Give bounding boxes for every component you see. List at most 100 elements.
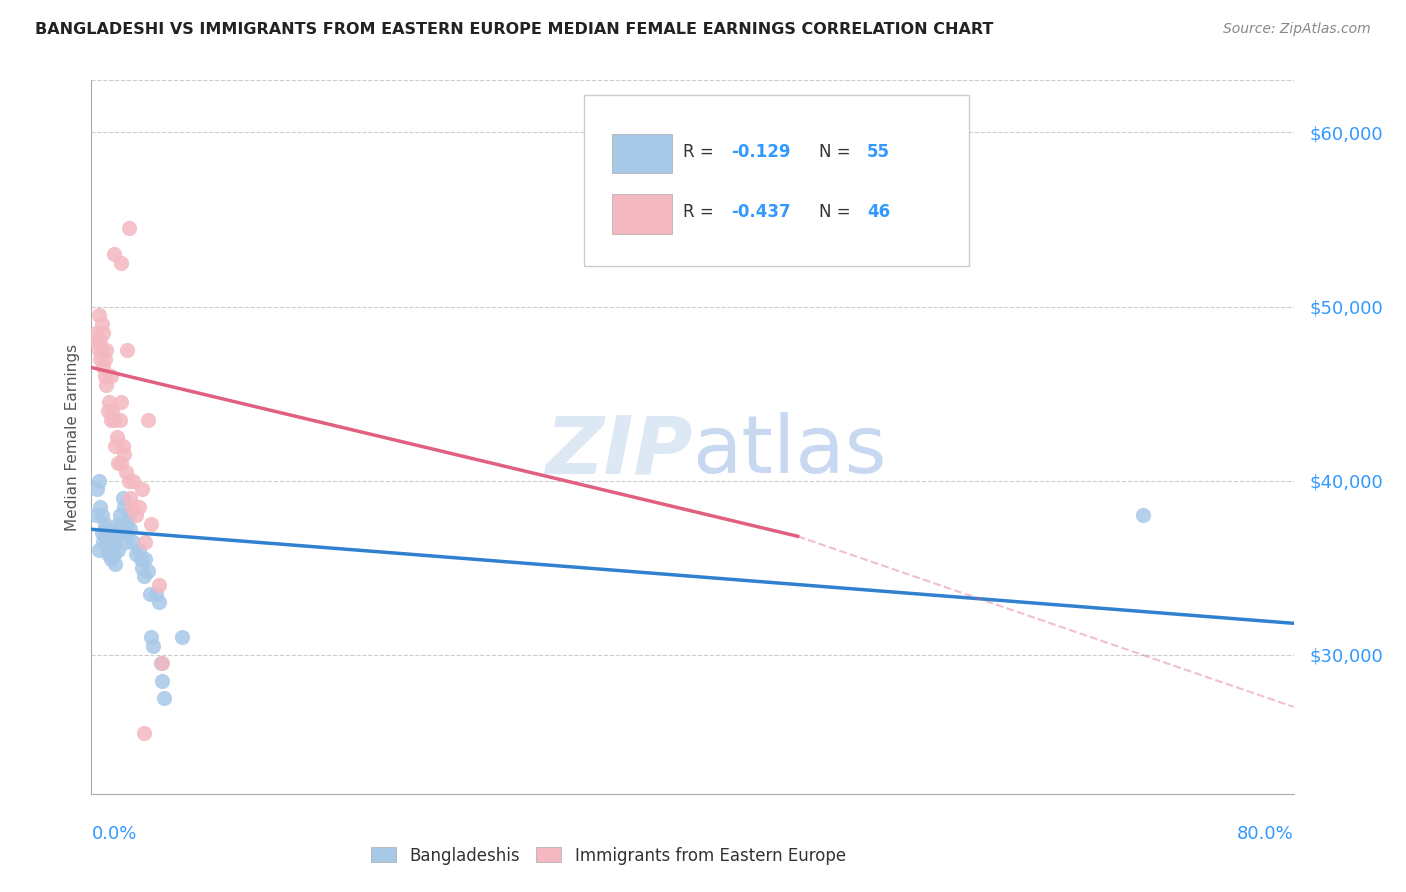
Point [150,657,173,671]
Point [142,639,165,653]
Point [120,491,142,505]
Point [134,534,156,549]
Point [100,369,122,384]
Point [104,534,127,549]
Point [90,343,112,357]
Point [110,395,132,409]
Point [97,547,120,561]
Point [131,560,153,574]
Point [89,351,111,366]
Point [132,569,155,583]
Point [117,343,139,357]
Point [141,630,163,644]
Point [89,334,111,349]
Point [101,543,124,558]
Point [134,552,156,566]
Point [94,517,117,532]
Point [103,547,125,561]
Point [104,439,127,453]
Point [97,543,120,558]
Point [87,474,110,488]
Point [141,517,163,532]
Point [96,343,118,357]
Point [100,412,122,426]
Text: 55: 55 [866,143,890,161]
Point [145,587,167,601]
Point [131,483,153,497]
Point [152,691,174,706]
Point [1132,508,1154,523]
Text: N =: N = [818,143,856,161]
Point [111,491,134,505]
Point [114,448,136,462]
Point [128,543,150,558]
Text: -0.437: -0.437 [731,203,790,221]
Point [105,430,128,444]
Point [111,439,134,453]
Point [114,525,136,540]
Point [103,525,125,540]
Legend: Bangladeshis, Immigrants from Eastern Europe: Bangladeshis, Immigrants from Eastern Eu… [364,840,852,871]
Point [115,534,138,549]
Point [150,673,173,688]
Point [148,595,170,609]
Point [108,508,131,523]
Point [125,508,148,523]
Point [128,500,150,514]
Point [115,465,138,479]
Text: R =: R = [683,203,718,221]
Point [114,500,136,514]
Point [98,395,121,409]
Point [97,404,120,418]
Point [105,529,128,543]
Point [94,369,117,384]
Point [138,564,160,578]
Point [84,508,107,523]
Point [96,377,118,392]
Point [93,360,115,375]
Point [110,517,132,532]
Point [86,334,108,349]
Point [148,578,170,592]
Point [94,529,117,543]
Point [107,456,129,470]
FancyBboxPatch shape [585,95,969,266]
Point [103,247,125,261]
Point [117,517,139,532]
Text: N =: N = [818,203,856,221]
Point [101,540,124,554]
Point [108,412,131,426]
Text: 46: 46 [866,203,890,221]
Point [110,456,132,470]
Text: Source: ZipAtlas.com: Source: ZipAtlas.com [1223,22,1371,37]
Point [104,557,127,571]
Text: -0.129: -0.129 [731,143,790,161]
Point [120,522,142,536]
Point [107,543,129,558]
Point [122,474,145,488]
Point [84,326,107,340]
Point [101,404,124,418]
Point [138,412,160,426]
Y-axis label: Median Female Earnings: Median Female Earnings [65,343,80,531]
Point [93,326,115,340]
Point [87,308,110,322]
Point [93,534,115,549]
Point [118,221,141,235]
Point [149,657,172,671]
Point [170,630,193,644]
Point [125,547,148,561]
Point [103,412,125,426]
Point [90,317,112,331]
Point [118,508,141,523]
Point [89,500,111,514]
Text: ZIP: ZIP [546,412,692,491]
Point [96,534,118,549]
Text: BANGLADESHI VS IMMIGRANTS FROM EASTERN EUROPE MEDIAN FEMALE EARNINGS CORRELATION: BANGLADESHI VS IMMIGRANTS FROM EASTERN E… [35,22,994,37]
Point [98,525,121,540]
Text: R =: R = [683,143,718,161]
Text: 80.0%: 80.0% [1237,825,1294,843]
Point [139,587,162,601]
Point [118,474,141,488]
FancyBboxPatch shape [612,194,672,234]
